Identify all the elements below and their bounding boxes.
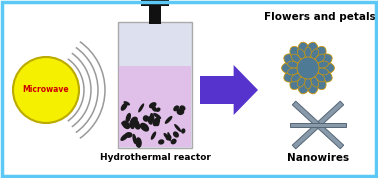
Ellipse shape — [311, 77, 319, 87]
Polygon shape — [200, 65, 258, 115]
Ellipse shape — [290, 46, 307, 65]
Ellipse shape — [127, 114, 130, 122]
Ellipse shape — [312, 67, 332, 82]
Ellipse shape — [179, 105, 186, 111]
Circle shape — [297, 57, 319, 79]
Ellipse shape — [173, 105, 179, 111]
Ellipse shape — [318, 61, 328, 68]
Text: Flowers and petals: Flowers and petals — [264, 12, 376, 22]
Ellipse shape — [315, 73, 325, 82]
Bar — [149, 6, 161, 24]
Ellipse shape — [315, 54, 325, 63]
Ellipse shape — [290, 71, 307, 90]
Ellipse shape — [312, 54, 332, 69]
Polygon shape — [292, 101, 344, 149]
Ellipse shape — [305, 42, 318, 63]
Ellipse shape — [305, 73, 318, 94]
Bar — [118, 22, 192, 148]
Ellipse shape — [150, 113, 154, 122]
Ellipse shape — [125, 132, 133, 138]
Ellipse shape — [170, 139, 177, 144]
Ellipse shape — [131, 117, 138, 123]
Ellipse shape — [151, 132, 156, 140]
Text: Microwave: Microwave — [23, 85, 69, 95]
Ellipse shape — [143, 115, 149, 122]
Ellipse shape — [305, 47, 311, 58]
Ellipse shape — [121, 103, 127, 111]
Ellipse shape — [158, 139, 164, 145]
Ellipse shape — [305, 78, 311, 89]
Text: Nanowires: Nanowires — [287, 153, 349, 163]
Ellipse shape — [284, 67, 304, 82]
Ellipse shape — [140, 123, 149, 132]
Bar — [141, 0, 169, 6]
Ellipse shape — [147, 116, 153, 125]
Ellipse shape — [167, 132, 171, 141]
Ellipse shape — [318, 68, 328, 75]
Ellipse shape — [153, 117, 160, 126]
Ellipse shape — [122, 121, 130, 129]
Ellipse shape — [138, 103, 144, 112]
Ellipse shape — [135, 137, 142, 148]
Ellipse shape — [132, 134, 136, 144]
Circle shape — [13, 57, 79, 123]
Ellipse shape — [120, 133, 129, 141]
Polygon shape — [292, 101, 344, 149]
Ellipse shape — [282, 62, 303, 74]
Ellipse shape — [298, 42, 311, 63]
Ellipse shape — [156, 108, 161, 112]
Ellipse shape — [164, 133, 169, 139]
Ellipse shape — [291, 54, 301, 63]
Ellipse shape — [149, 102, 156, 108]
Polygon shape — [290, 123, 346, 127]
Ellipse shape — [309, 71, 326, 90]
Ellipse shape — [124, 101, 130, 106]
Ellipse shape — [135, 124, 141, 130]
Text: Hydrothermal reactor: Hydrothermal reactor — [99, 153, 211, 162]
Ellipse shape — [311, 49, 319, 59]
Ellipse shape — [297, 77, 305, 87]
Ellipse shape — [309, 46, 326, 65]
Ellipse shape — [129, 120, 135, 129]
Ellipse shape — [173, 131, 179, 138]
Ellipse shape — [288, 61, 298, 68]
Ellipse shape — [298, 73, 311, 94]
Ellipse shape — [284, 54, 304, 69]
Ellipse shape — [291, 73, 301, 82]
Ellipse shape — [288, 68, 298, 75]
Ellipse shape — [166, 135, 172, 141]
Ellipse shape — [134, 120, 139, 127]
Ellipse shape — [177, 108, 184, 115]
Ellipse shape — [125, 113, 131, 122]
Ellipse shape — [121, 122, 130, 127]
Ellipse shape — [181, 128, 185, 134]
Ellipse shape — [313, 62, 335, 74]
Ellipse shape — [165, 116, 172, 124]
Ellipse shape — [155, 121, 160, 126]
Ellipse shape — [152, 105, 157, 112]
Ellipse shape — [153, 113, 161, 119]
Ellipse shape — [297, 49, 305, 59]
Bar — [119, 66, 191, 147]
Ellipse shape — [174, 124, 181, 132]
